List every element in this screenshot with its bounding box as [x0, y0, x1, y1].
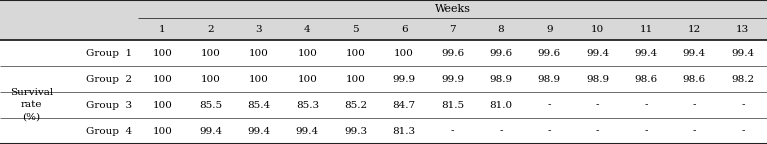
Text: -: -: [548, 101, 551, 110]
Text: 99.4: 99.4: [586, 49, 609, 58]
Bar: [0, 66, 767, 92]
Text: 81.3: 81.3: [393, 127, 416, 136]
Text: 10: 10: [591, 25, 604, 34]
Text: Group  4: Group 4: [86, 127, 132, 136]
Text: Weeks: Weeks: [435, 4, 470, 14]
Text: 99.4: 99.4: [634, 49, 657, 58]
Text: 5: 5: [353, 25, 359, 34]
Text: 100: 100: [153, 49, 172, 58]
Text: 100: 100: [346, 49, 366, 58]
Text: -: -: [548, 127, 551, 136]
Text: rate: rate: [21, 100, 42, 109]
Text: 85.4: 85.4: [248, 101, 271, 110]
Text: 100: 100: [249, 49, 269, 58]
Text: 7: 7: [449, 25, 456, 34]
Text: Group  1: Group 1: [86, 49, 132, 58]
Text: 13: 13: [736, 25, 749, 34]
Text: 99.6: 99.6: [489, 49, 512, 58]
Text: 99.6: 99.6: [441, 49, 464, 58]
Text: 85.2: 85.2: [344, 101, 367, 110]
Text: 100: 100: [298, 49, 318, 58]
Text: 99.4: 99.4: [199, 127, 222, 136]
Bar: [0, 92, 767, 118]
Text: 100: 100: [298, 75, 318, 84]
Text: 100: 100: [346, 75, 366, 84]
Text: Group  3: Group 3: [86, 101, 132, 110]
Text: 98.9: 98.9: [489, 75, 512, 84]
Text: -: -: [693, 127, 696, 136]
Text: 3: 3: [255, 25, 262, 34]
Text: 98.6: 98.6: [634, 75, 657, 84]
Text: 98.6: 98.6: [683, 75, 706, 84]
Text: 85.3: 85.3: [296, 101, 319, 110]
Text: 8: 8: [498, 25, 504, 34]
Text: 99.4: 99.4: [248, 127, 271, 136]
Text: -: -: [741, 127, 745, 136]
Text: 99.3: 99.3: [344, 127, 367, 136]
Text: -: -: [596, 127, 600, 136]
Text: Survival: Survival: [10, 88, 53, 97]
Text: 84.7: 84.7: [393, 101, 416, 110]
Text: -: -: [741, 101, 745, 110]
Text: 100: 100: [249, 75, 269, 84]
Text: 99.4: 99.4: [296, 127, 319, 136]
Bar: [0, 118, 767, 144]
Text: -: -: [644, 101, 648, 110]
Bar: [0, 40, 767, 66]
Text: (%): (%): [22, 112, 41, 121]
Text: 2: 2: [207, 25, 214, 34]
Text: 4: 4: [304, 25, 311, 34]
Text: 98.9: 98.9: [538, 75, 561, 84]
Text: 11: 11: [640, 25, 653, 34]
Text: 99.9: 99.9: [441, 75, 464, 84]
Text: -: -: [644, 127, 648, 136]
Text: 98.2: 98.2: [731, 75, 755, 84]
Text: 9: 9: [546, 25, 552, 34]
Text: 100: 100: [394, 49, 414, 58]
Text: 100: 100: [153, 127, 172, 136]
Text: 100: 100: [201, 49, 221, 58]
Text: 99.4: 99.4: [683, 49, 706, 58]
Text: 99.9: 99.9: [393, 75, 416, 84]
Text: 81.0: 81.0: [489, 101, 512, 110]
Text: -: -: [499, 127, 502, 136]
Text: 99.4: 99.4: [731, 49, 755, 58]
Text: 6: 6: [401, 25, 407, 34]
Text: 100: 100: [201, 75, 221, 84]
Text: 100: 100: [153, 101, 172, 110]
Text: 1: 1: [159, 25, 166, 34]
Text: 81.5: 81.5: [441, 101, 464, 110]
Text: 85.5: 85.5: [199, 101, 222, 110]
Text: 100: 100: [153, 75, 172, 84]
Text: 99.6: 99.6: [538, 49, 561, 58]
Text: 98.9: 98.9: [586, 75, 609, 84]
Text: 12: 12: [688, 25, 701, 34]
Text: Group  2: Group 2: [86, 75, 132, 84]
Text: -: -: [596, 101, 600, 110]
Text: -: -: [693, 101, 696, 110]
Text: -: -: [451, 127, 454, 136]
